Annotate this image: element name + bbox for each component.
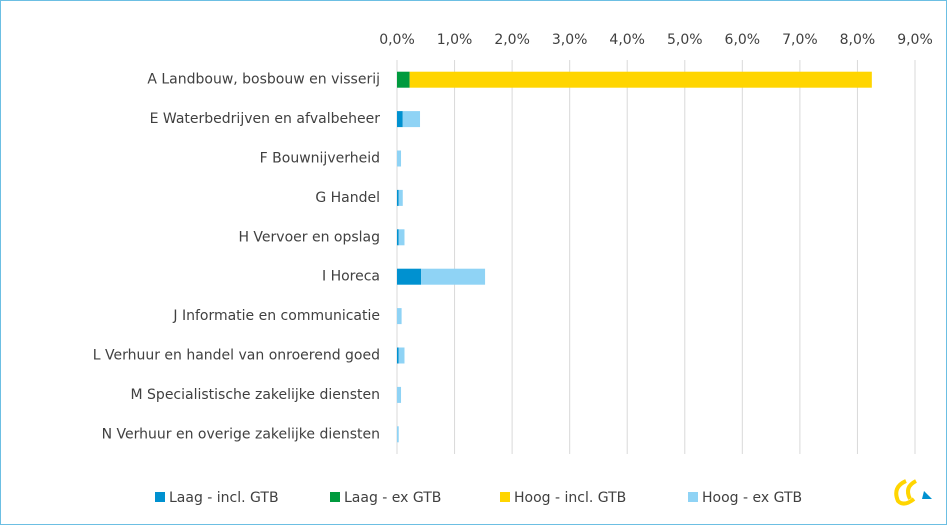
y-tick-label: L Verhuur en handel van onroerend goed: [93, 348, 380, 364]
legend-swatch: [688, 492, 698, 502]
y-tick-label: E Waterbedrijven en afvalbeheer: [150, 111, 381, 127]
bar-segment: [397, 229, 399, 246]
bar-segment: [397, 111, 403, 128]
x-tick-label: 1,0%: [437, 32, 473, 48]
y-tick-label: F Bouwnijverheid: [260, 151, 380, 167]
bar-segment: [397, 426, 399, 443]
y-tick-label: H Vervoer en opslag: [238, 229, 380, 245]
legend-label: Hoog - ex GTB: [702, 490, 802, 506]
y-tick-label: J Informatie en communicatie: [172, 308, 380, 324]
bar-segment: [398, 189, 403, 206]
x-tick-label: 0,0%: [379, 32, 415, 48]
x-tick-label: 8,0%: [840, 32, 876, 48]
bar-segment: [398, 347, 405, 364]
bar-segment: [397, 189, 399, 206]
y-tick-label: N Verhuur en overige zakelijke diensten: [102, 426, 380, 442]
bar-segment: [397, 150, 402, 167]
legend-label: Hoog - incl. GTB: [514, 490, 626, 506]
bar-segment: [409, 71, 872, 88]
legend-swatch: [500, 492, 510, 502]
legend-swatch: [330, 492, 340, 502]
bar-segment: [397, 268, 422, 285]
legend-swatch: [155, 492, 165, 502]
x-tick-label: 7,0%: [782, 32, 818, 48]
x-tick-label: 3,0%: [552, 32, 588, 48]
bar-segment: [402, 111, 421, 128]
bar-segment: [397, 386, 402, 403]
x-tick-label: 5,0%: [667, 32, 703, 48]
x-tick-label: 2,0%: [494, 32, 530, 48]
y-tick-label: G Handel: [315, 190, 380, 206]
bar-segment: [421, 268, 486, 285]
logo: [894, 479, 932, 506]
legend-label: Laag - incl. GTB: [169, 490, 279, 506]
y-tick-label: M Specialistische zakelijke diensten: [131, 387, 380, 403]
x-tick-label: 9,0%: [897, 32, 933, 48]
bar-segment: [397, 71, 410, 88]
legend-label: Laag - ex GTB: [344, 490, 441, 506]
bar-segment: [398, 229, 405, 246]
bar-segment: [397, 308, 402, 325]
x-tick-label: 4,0%: [609, 32, 645, 48]
x-tick-label: 6,0%: [725, 32, 761, 48]
bar-segment: [397, 347, 399, 364]
y-tick-label: A Landbouw, bosbouw en visserij: [147, 72, 380, 88]
y-tick-label: I Horeca: [322, 269, 380, 285]
